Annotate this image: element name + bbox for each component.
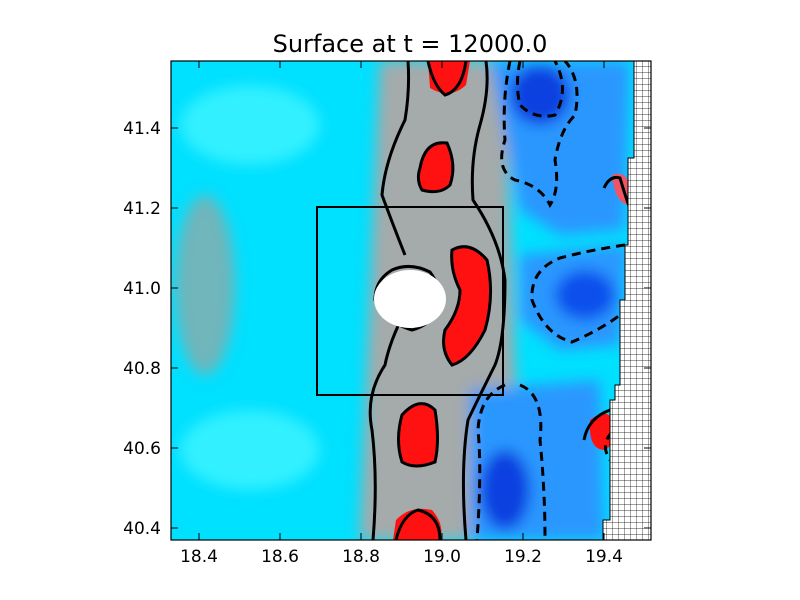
y-tick-label: 41.4 [123, 119, 161, 139]
y-tick-label: 40.4 [123, 519, 161, 539]
y-tick-label: 40.8 [123, 359, 161, 379]
plot-area [171, 61, 651, 540]
x-tick-label: 19.2 [504, 547, 542, 567]
land-grid [602, 61, 651, 540]
inner-box [316, 206, 504, 396]
x-tick-label: 19.4 [585, 547, 623, 567]
x-axis: 18.4 18.6 18.8 19.0 19.2 19.4 [180, 61, 623, 567]
island [374, 270, 446, 328]
y-tick-label: 41.2 [123, 199, 161, 219]
x-tick-label: 18.4 [180, 547, 218, 567]
field-shading [175, 61, 630, 540]
x-tick-label: 18.8 [342, 547, 380, 567]
chart-title: Surface at t = 12000.0 [273, 30, 548, 58]
positive-cores [393, 61, 630, 540]
x-tick-label: 19.0 [423, 547, 461, 567]
x-tick-label: 18.6 [261, 547, 299, 567]
y-tick-label: 40.6 [123, 439, 161, 459]
y-tick-label: 41.0 [123, 279, 161, 299]
y-axis: 40.4 40.6 40.8 41.0 41.2 41.4 [123, 119, 651, 539]
axes-frame [170, 60, 652, 541]
